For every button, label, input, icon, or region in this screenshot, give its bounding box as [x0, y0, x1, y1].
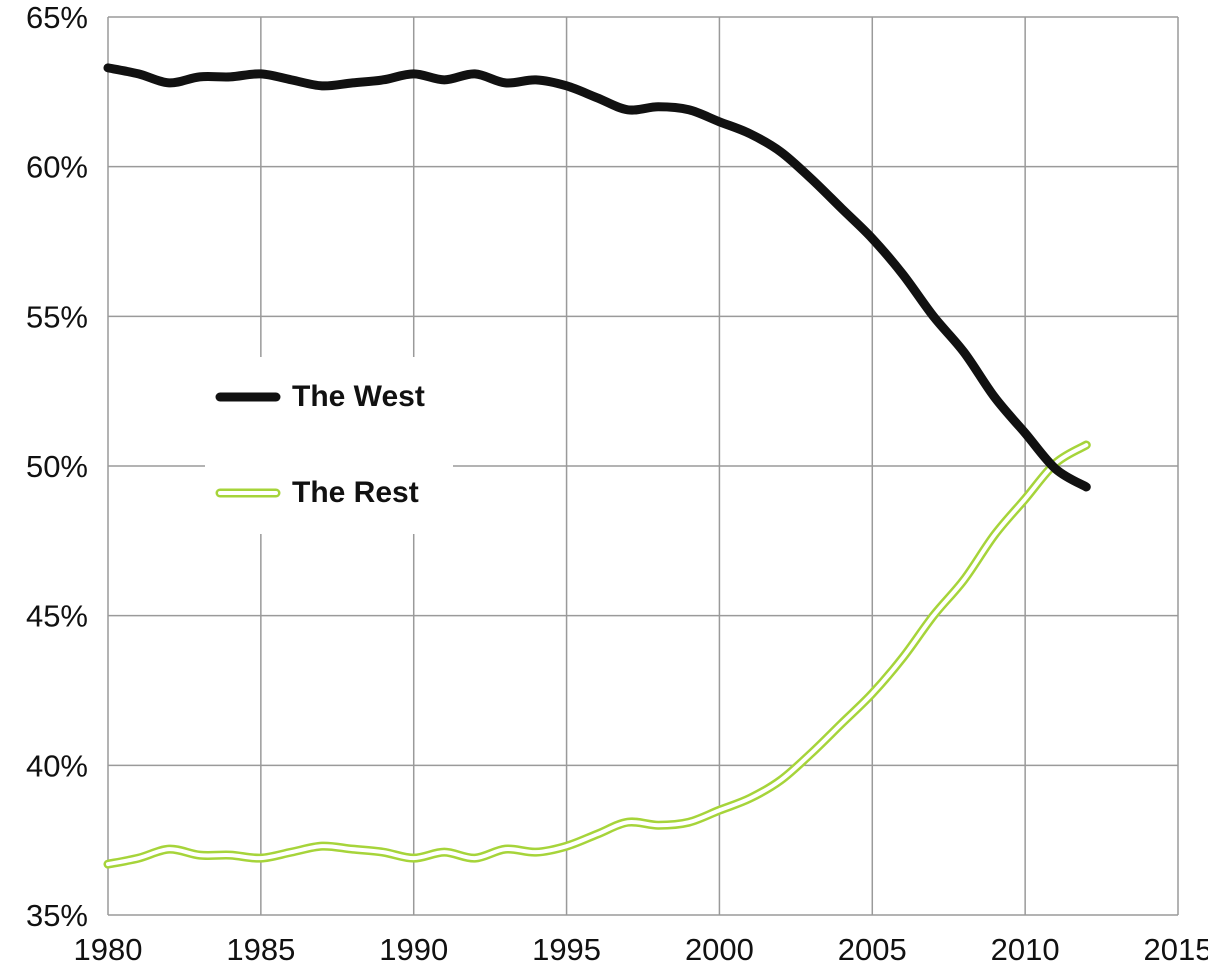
series-lines [103, 63, 1091, 869]
legend-item-the-west: The West [215, 380, 425, 413]
y-tick-label: 50% [26, 449, 88, 484]
y-tick-label: 60% [26, 150, 88, 185]
x-tick-label: 2000 [685, 932, 754, 967]
x-axis-tick-labels: 1980 1985 1990 1995 2000 2005 2010 2015 [74, 932, 1208, 967]
series-line-the-west [103, 63, 1091, 492]
x-tick-label: 1980 [74, 932, 143, 967]
y-tick-label: 65% [26, 0, 88, 35]
grid-lines [107, 16, 1179, 916]
x-tick-label: 2005 [838, 932, 907, 967]
legend-background [205, 357, 453, 534]
x-tick-label: 1990 [379, 932, 448, 967]
x-tick-label: 2010 [991, 932, 1060, 967]
series-line-the-rest-inner [106, 443, 1089, 867]
y-tick-label: 55% [26, 299, 88, 334]
y-tick-label: 35% [26, 898, 88, 933]
legend-label-the-rest: The Rest [292, 476, 419, 509]
legend: The West The Rest [205, 357, 453, 534]
y-tick-label: 45% [26, 599, 88, 634]
legend-label-the-west: The West [292, 380, 425, 413]
x-tick-label: 1985 [226, 932, 295, 967]
x-tick-label: 1995 [532, 932, 601, 967]
y-tick-label: 40% [26, 748, 88, 783]
x-tick-label: 2015 [1144, 932, 1208, 967]
y-axis-tick-labels: 35% 40% 45% 50% 55% 60% 65% [26, 0, 88, 933]
legend-item-the-rest: The Rest [215, 476, 419, 509]
